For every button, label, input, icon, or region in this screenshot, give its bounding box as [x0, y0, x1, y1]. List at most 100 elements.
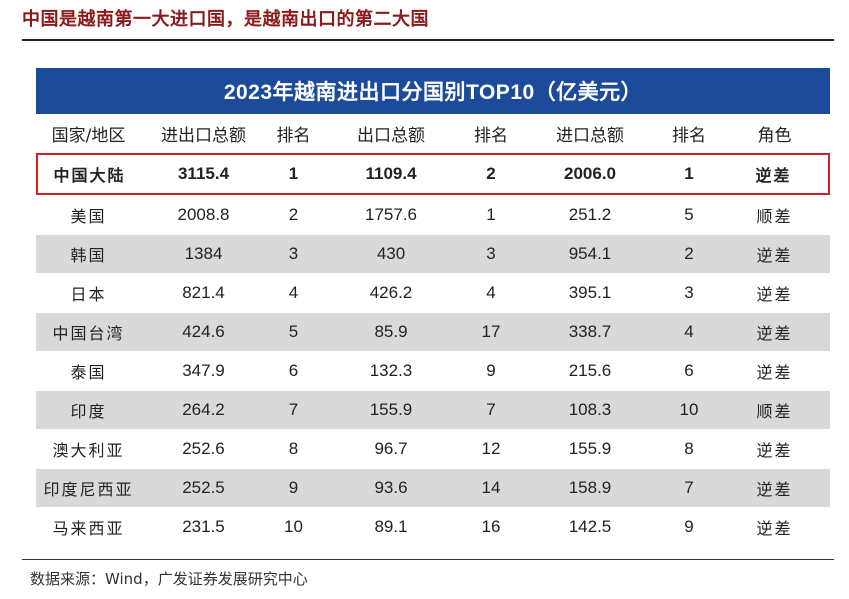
table-row: 日本 821.4 4 426.2 4 395.1 3 逆差: [36, 273, 830, 312]
export-cell: 85.9: [321, 312, 461, 351]
header-country: 国家/地区: [36, 114, 141, 153]
table-banner: 2023年越南进出口分国别TOP10（亿美元）: [36, 68, 830, 114]
total-rank-cell: 5: [266, 312, 321, 351]
export-cell: 1757.6: [321, 195, 461, 234]
table-row: 印度尼西亚 252.5 9 93.6 14 158.9 7 逆差: [36, 468, 830, 507]
country-cell: 中国台湾: [36, 312, 141, 351]
country-cell: 日本: [36, 273, 141, 312]
table-body: 中国大陆 3115.4 1 1109.4 2 2006.0 1 逆差 美国 2008.8 2 1757…: [36, 153, 830, 546]
import-rank-cell: 3: [659, 273, 719, 312]
total-rank-cell: 2: [266, 195, 321, 234]
total-rank-cell: 8: [266, 429, 321, 468]
export-rank-cell: 9: [461, 351, 521, 390]
total-cell: 821.4: [141, 273, 266, 312]
role-cell: 逆差: [719, 468, 830, 507]
page-title: 中国是越南第一大进口国，是越南出口的第二大国: [22, 9, 429, 30]
table-row-highlighted: 中国大陆 3115.4 1 1109.4 2 2006.0 1 逆差: [36, 153, 830, 195]
total-cell: 252.5: [141, 468, 266, 507]
export-rank-cell: 14: [461, 468, 521, 507]
total-cell: 424.6: [141, 312, 266, 351]
source-note: 数据来源：Wind，广发证券发展研究中心: [30, 570, 308, 588]
import-cell: 395.1: [521, 273, 659, 312]
export-cell: 132.3: [321, 351, 461, 390]
export-rank-cell: 4: [461, 273, 521, 312]
country-cell: 韩国: [36, 234, 141, 273]
export-cell: 93.6: [321, 468, 461, 507]
import-rank-cell: 4: [659, 312, 719, 351]
export-cell: 89.1: [321, 507, 461, 546]
country-cell: 泰国: [36, 351, 141, 390]
export-cell: 96.7: [321, 429, 461, 468]
import-rank-cell: 10: [659, 390, 719, 429]
country-cell: 澳大利亚: [36, 429, 141, 468]
role-cell: 逆差: [719, 153, 830, 195]
country-cell: 美国: [36, 195, 141, 234]
import-cell: 142.5: [521, 507, 659, 546]
header-role: 角色: [719, 114, 830, 153]
role-cell: 顺差: [719, 195, 830, 234]
import-cell: 155.9: [521, 429, 659, 468]
country-cell: 印度尼西亚: [36, 468, 141, 507]
import-cell: 108.3: [521, 390, 659, 429]
title-divider: [22, 39, 834, 41]
export-cell: 430: [321, 234, 461, 273]
import-rank-cell: 9: [659, 507, 719, 546]
role-cell: 逆差: [719, 273, 830, 312]
role-cell: 顺差: [719, 390, 830, 429]
total-cell: 3115.4: [141, 153, 266, 195]
export-rank-cell: 2: [461, 153, 521, 195]
import-rank-cell: 2: [659, 234, 719, 273]
import-rank-cell: 8: [659, 429, 719, 468]
total-cell: 347.9: [141, 351, 266, 390]
table-row: 马来西亚 231.5 10 89.1 16 142.5 9 逆差: [36, 507, 830, 546]
import-cell: 215.6: [521, 351, 659, 390]
import-cell: 2006.0: [521, 153, 659, 195]
role-cell: 逆差: [719, 351, 830, 390]
table-row: 澳大利亚 252.6 8 96.7 12 155.9 8 逆差: [36, 429, 830, 468]
import-cell: 251.2: [521, 195, 659, 234]
total-rank-cell: 3: [266, 234, 321, 273]
total-rank-cell: 9: [266, 468, 321, 507]
table-row: 印度 264.2 7 155.9 7 108.3 10 顺差: [36, 390, 830, 429]
role-cell: 逆差: [719, 507, 830, 546]
export-rank-cell: 1: [461, 195, 521, 234]
import-rank-cell: 5: [659, 195, 719, 234]
table-row: 韩国 1384 3 430 3 954.1 2 逆差: [36, 234, 830, 273]
export-cell: 155.9: [321, 390, 461, 429]
total-cell: 231.5: [141, 507, 266, 546]
import-rank-cell: 1: [659, 153, 719, 195]
export-rank-cell: 17: [461, 312, 521, 351]
export-rank-cell: 12: [461, 429, 521, 468]
import-rank-cell: 7: [659, 468, 719, 507]
country-cell: 印度: [36, 390, 141, 429]
table-row: 中国台湾 424.6 5 85.9 17 338.7 4 逆差: [36, 312, 830, 351]
import-cell: 954.1: [521, 234, 659, 273]
export-rank-cell: 3: [461, 234, 521, 273]
header-total-rank: 排名: [266, 114, 321, 153]
trade-table-container: 2023年越南进出口分国别TOP10（亿美元） 国家/地区 进出口总额 排名 出口总额…: [36, 68, 830, 546]
total-rank-cell: 6: [266, 351, 321, 390]
export-rank-cell: 16: [461, 507, 521, 546]
export-rank-cell: 7: [461, 390, 521, 429]
header-import: 进口总额: [521, 114, 659, 153]
import-rank-cell: 6: [659, 351, 719, 390]
import-cell: 338.7: [521, 312, 659, 351]
export-cell: 1109.4: [321, 153, 461, 195]
total-cell: 252.6: [141, 429, 266, 468]
country-cell: 马来西亚: [36, 507, 141, 546]
total-rank-cell: 7: [266, 390, 321, 429]
total-rank-cell: 1: [266, 153, 321, 195]
footer-divider: [22, 559, 834, 560]
trade-table: 2023年越南进出口分国别TOP10（亿美元） 国家/地区 进出口总额 排名 出口总额…: [36, 68, 830, 546]
role-cell: 逆差: [719, 234, 830, 273]
header-import-rank: 排名: [659, 114, 719, 153]
import-cell: 158.9: [521, 468, 659, 507]
table-row: 泰国 347.9 6 132.3 9 215.6 6 逆差: [36, 351, 830, 390]
total-rank-cell: 4: [266, 273, 321, 312]
country-cell: 中国大陆: [36, 153, 141, 195]
role-cell: 逆差: [719, 429, 830, 468]
header-export: 出口总额: [321, 114, 461, 153]
header-export-rank: 排名: [461, 114, 521, 153]
total-cell: 1384: [141, 234, 266, 273]
table-row: 美国 2008.8 2 1757.6 1 251.2 5 顺差: [36, 195, 830, 234]
